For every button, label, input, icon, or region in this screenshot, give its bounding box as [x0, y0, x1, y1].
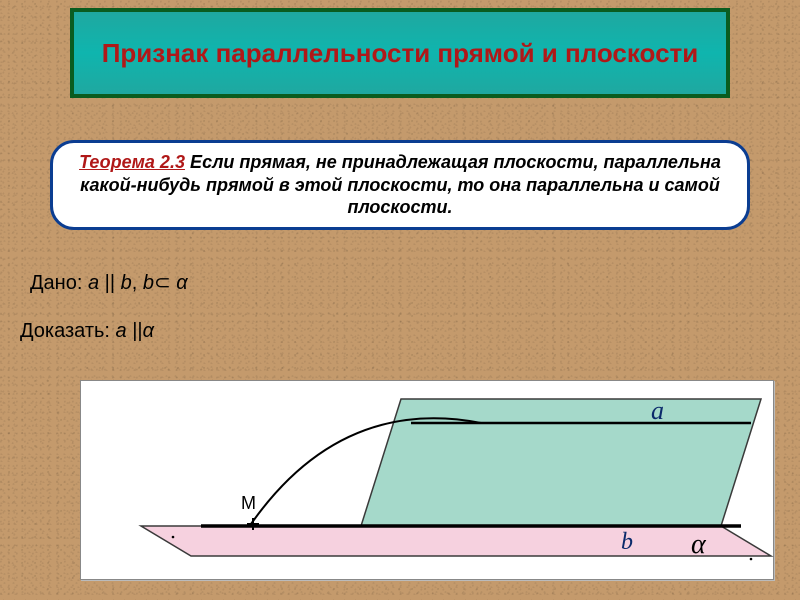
label-b: b — [621, 529, 633, 555]
dot — [750, 558, 753, 561]
theorem-label: Теорема 2.3 — [79, 152, 185, 172]
given-b: b — [121, 272, 132, 294]
title-box: Признак параллельности прямой и плоскост… — [70, 8, 730, 98]
prove-label: Доказать: — [20, 320, 116, 342]
prove-parallel: || — [127, 320, 143, 342]
prove-line: Доказать: a ||α — [20, 320, 154, 343]
given-alpha: α — [176, 272, 187, 294]
given-label: Дано: — [30, 272, 88, 294]
prove-alpha: α — [143, 320, 154, 342]
given-sep: , — [132, 272, 143, 294]
given-line: Дано: a || b, b⊂ α — [30, 270, 188, 295]
given-parallel: || — [99, 272, 121, 294]
plane-alpha — [141, 526, 771, 556]
diagram-panel: Ma b α — [80, 380, 774, 580]
label-m: M — [241, 493, 256, 513]
theorem-box: Теорема 2.3 Если прямая, не принадлежаща… — [50, 140, 750, 230]
geometry-diagram: Ma b α — [81, 381, 775, 581]
title-text: Признак параллельности прямой и плоскост… — [82, 37, 719, 70]
given-b2: b — [143, 272, 154, 294]
given-subset: ⊂ — [154, 272, 176, 294]
prove-a: a — [116, 320, 127, 342]
dot — [172, 536, 175, 539]
label-a: a — [651, 396, 664, 425]
theorem-text: Теорема 2.3 Если прямая, не принадлежаща… — [71, 151, 729, 219]
given-a: a — [88, 272, 99, 294]
label-alpha: α — [691, 529, 707, 560]
